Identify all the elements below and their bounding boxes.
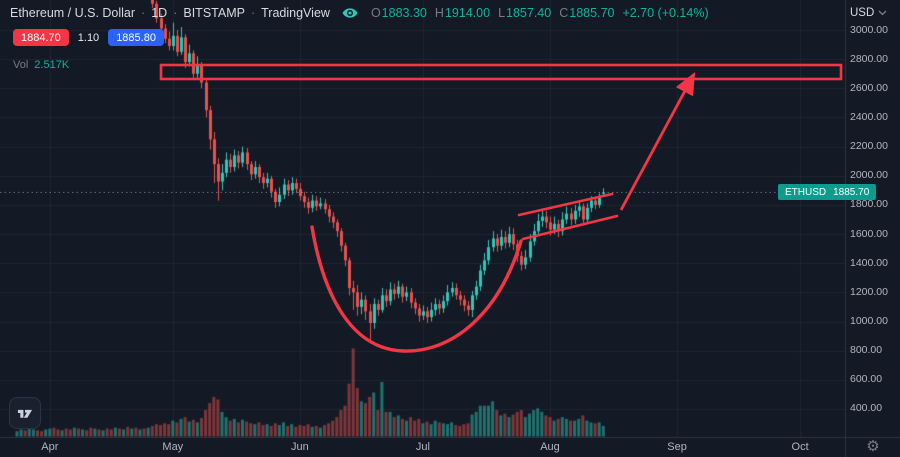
price-tick-label: 1000.00	[850, 315, 888, 328]
time-tick-label: Aug	[540, 441, 560, 453]
time-tick-label: May	[162, 441, 184, 453]
price-tick-label: 400.00	[850, 402, 883, 415]
separator-dot: ·	[173, 6, 178, 20]
price-tick-label: 2200.00	[850, 140, 888, 153]
time-tick-label: Apr	[41, 441, 59, 453]
time-tick-label: Sep	[667, 441, 687, 453]
price-tick-label: 600.00	[850, 373, 883, 386]
volume-indicator-row: Vol 2.517K	[13, 59, 69, 71]
low-label: L	[498, 6, 506, 20]
ohlc-readout: O 1883.30 H 1914.00 L 1857.40 C 1885.70 +2.7…	[371, 6, 709, 20]
price-tick-label: 3000.00	[850, 23, 888, 36]
ask-price-badge[interactable]: 1885.80	[108, 29, 164, 46]
volume-value: 2.517K	[34, 59, 70, 71]
separator-dot: ·	[250, 6, 256, 20]
close-label: C	[559, 6, 569, 20]
price-tick-label: 1200.00	[850, 285, 888, 298]
bid-ask-row: 1884.70 1.10 1885.80	[13, 29, 164, 46]
volume-label: Vol	[13, 59, 29, 71]
exchange-label: BITSTAMP	[183, 6, 245, 20]
currency-label: USD	[850, 7, 875, 19]
time-axis[interactable]: Apr May Jun Jul Aug Sep Oct	[0, 438, 845, 457]
high-label: H	[434, 6, 444, 20]
price-tick-label: 2000.00	[850, 169, 888, 182]
high-value: 1914.00	[444, 6, 491, 20]
price-tick-label: 2600.00	[850, 81, 888, 94]
currency-selector[interactable]: USD	[850, 7, 887, 19]
price-tick-label: 2400.00	[850, 110, 888, 123]
symbol-title: Ethereum / U.S. Dollar	[10, 6, 136, 20]
time-tick-label: Oct	[791, 441, 809, 453]
spread-value: 1.10	[77, 31, 100, 44]
eye-icon	[342, 7, 358, 19]
price-tick-label: 1400.00	[850, 256, 888, 269]
price-tag-symbol: ETHUSD	[785, 186, 827, 198]
settings-gear-icon[interactable]: ⚙	[866, 438, 880, 455]
price-tick-label: 1800.00	[850, 198, 888, 211]
price-tick-label: 2800.00	[850, 52, 888, 65]
open-label: O	[370, 6, 381, 20]
price-axis[interactable]: 3000.00 2800.00 2600.00 2400.00 2200.00 2000.…	[845, 0, 900, 437]
chevron-down-icon	[878, 10, 887, 16]
chart-header: Ethereum / U.S. Dollar · 1D · BITSTAMP ·…	[10, 6, 709, 20]
brand-label: TradingView	[261, 6, 330, 20]
price-tick-label: 1600.00	[850, 227, 888, 240]
price-tick-label: 800.00	[850, 344, 883, 357]
bid-price-badge[interactable]: 1884.70	[13, 29, 69, 46]
separator-dot: ·	[141, 6, 146, 20]
last-price-tag: ETHUSD 1885.70	[778, 184, 877, 201]
close-value: 1885.70	[569, 6, 615, 20]
tradingview-logo[interactable]	[9, 397, 41, 429]
time-tick-label: Jul	[415, 441, 430, 453]
tradingview-logo-glyph	[17, 409, 33, 418]
price-tag-price: 1885.70	[833, 186, 870, 198]
low-value: 1857.40	[506, 6, 552, 20]
change-value: +2.70 (+0.14%)	[622, 6, 709, 20]
interval-label: 1D	[151, 6, 168, 20]
time-tick-label: Jun	[291, 441, 309, 453]
open-value: 1883.30	[381, 6, 427, 20]
